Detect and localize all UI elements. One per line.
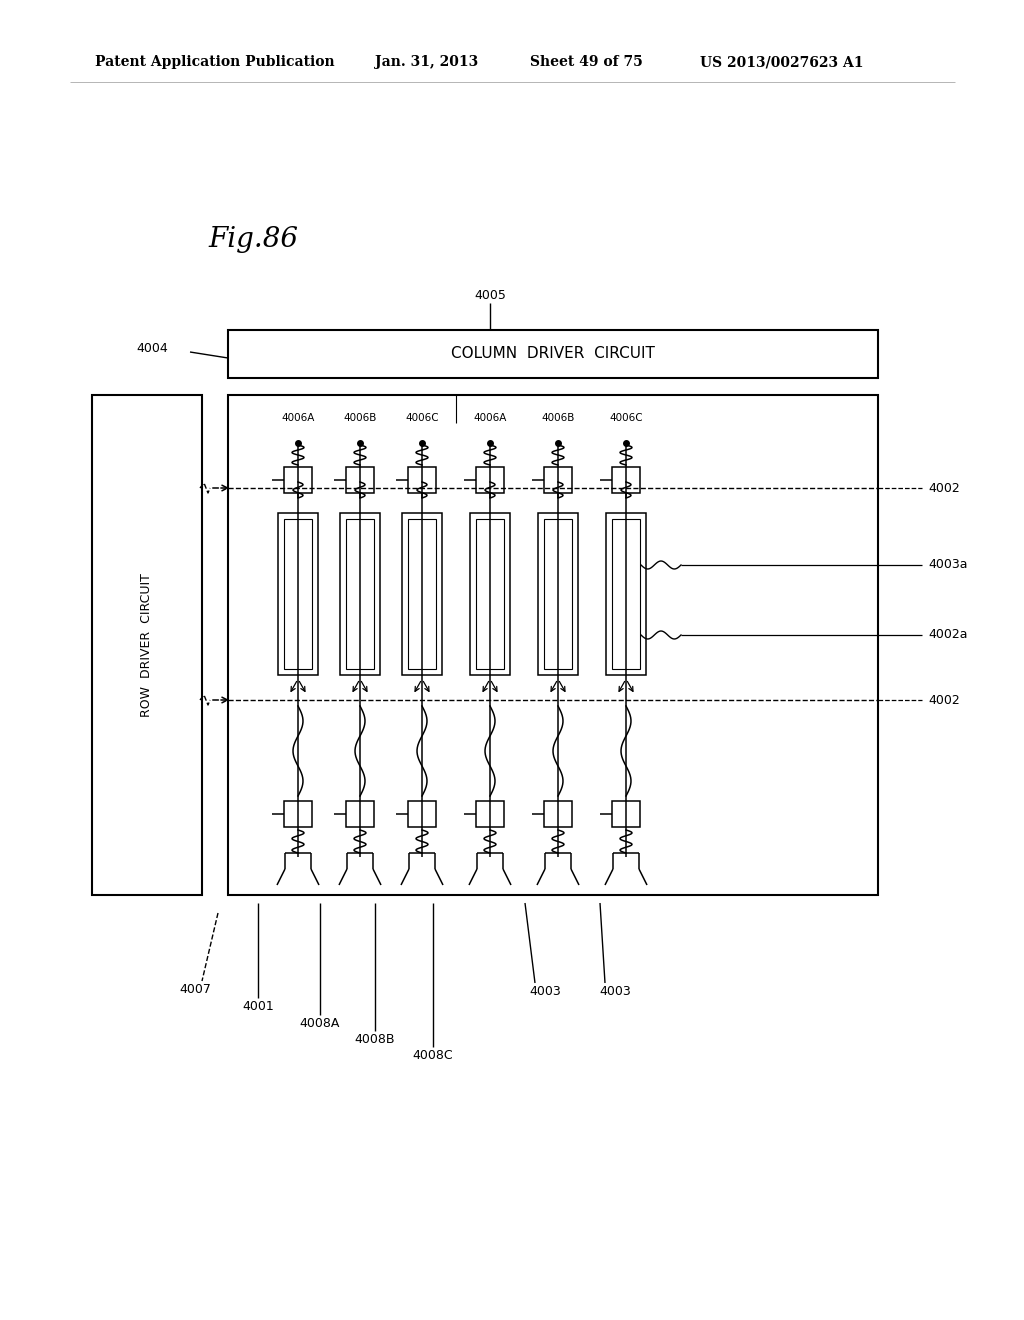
- Bar: [228, 330, 878, 378]
- Bar: [402, 513, 442, 675]
- Bar: [470, 513, 510, 675]
- Text: 4002: 4002: [928, 693, 959, 706]
- Text: Fig.86: Fig.86: [208, 226, 298, 253]
- Text: 4005: 4005: [474, 289, 506, 302]
- Bar: [476, 801, 504, 828]
- Text: 4006C: 4006C: [406, 413, 439, 422]
- Text: 4001: 4001: [242, 1001, 273, 1012]
- Bar: [346, 519, 374, 669]
- Text: 4003: 4003: [529, 985, 561, 998]
- Text: 4003a: 4003a: [928, 558, 968, 572]
- Bar: [544, 467, 572, 492]
- Bar: [284, 467, 312, 492]
- Bar: [408, 801, 436, 828]
- Bar: [346, 467, 374, 492]
- Bar: [612, 801, 640, 828]
- Text: Sheet 49 of 75: Sheet 49 of 75: [530, 55, 643, 69]
- Bar: [408, 519, 436, 669]
- Text: US 2013/0027623 A1: US 2013/0027623 A1: [700, 55, 863, 69]
- Bar: [476, 519, 504, 669]
- Text: 4006B: 4006B: [343, 413, 377, 422]
- Bar: [278, 513, 318, 675]
- Text: 4003: 4003: [599, 985, 631, 998]
- Text: 4007: 4007: [179, 983, 211, 997]
- Text: 4008A: 4008A: [300, 1016, 340, 1030]
- Text: 4008B: 4008B: [354, 1034, 395, 1045]
- Bar: [346, 801, 374, 828]
- Bar: [606, 513, 646, 675]
- Bar: [544, 519, 572, 669]
- Text: 4006C: 4006C: [609, 413, 643, 422]
- Bar: [284, 519, 312, 669]
- Text: 4006A: 4006A: [282, 413, 314, 422]
- Bar: [538, 513, 578, 675]
- Text: Patent Application Publication: Patent Application Publication: [95, 55, 335, 69]
- Bar: [544, 801, 572, 828]
- Bar: [408, 467, 436, 492]
- Text: 4006B: 4006B: [542, 413, 574, 422]
- Text: 4008C: 4008C: [413, 1049, 454, 1063]
- Bar: [92, 395, 202, 895]
- Text: 4006A: 4006A: [473, 413, 507, 422]
- Bar: [340, 513, 380, 675]
- Bar: [612, 519, 640, 669]
- Text: ROW  DRIVER  CIRCUIT: ROW DRIVER CIRCUIT: [140, 573, 154, 717]
- Bar: [476, 467, 504, 492]
- Bar: [228, 395, 878, 895]
- Text: 4004: 4004: [136, 342, 168, 355]
- Text: 4002a: 4002a: [928, 628, 968, 642]
- Bar: [612, 467, 640, 492]
- Text: Jan. 31, 2013: Jan. 31, 2013: [375, 55, 478, 69]
- Text: 4002: 4002: [928, 482, 959, 495]
- Bar: [284, 801, 312, 828]
- Text: COLUMN  DRIVER  CIRCUIT: COLUMN DRIVER CIRCUIT: [451, 346, 655, 362]
